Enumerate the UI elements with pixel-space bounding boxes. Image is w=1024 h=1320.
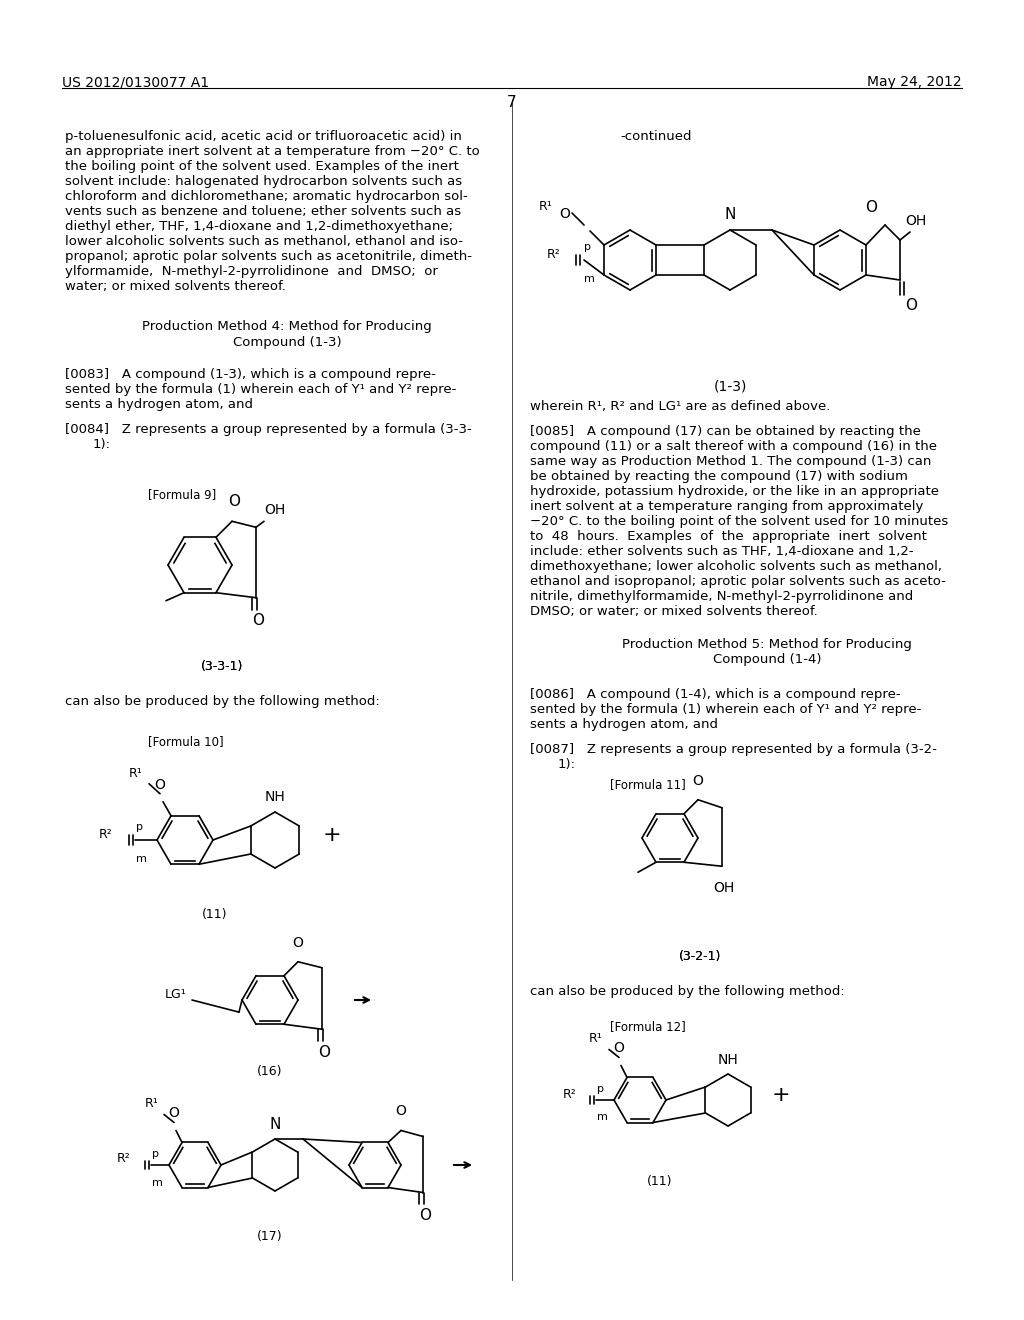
Text: chloroform and dichloromethane; aromatic hydrocarbon sol-: chloroform and dichloromethane; aromatic… (65, 190, 468, 203)
Text: [Formula 9]: [Formula 9] (148, 488, 216, 502)
Text: O: O (559, 207, 570, 220)
Text: p-toluenesulfonic acid, acetic acid or trifluoroacetic acid) in: p-toluenesulfonic acid, acetic acid or t… (65, 129, 462, 143)
Text: OH: OH (905, 214, 927, 228)
Text: dimethoxyethane; lower alcoholic solvents such as methanol,: dimethoxyethane; lower alcoholic solvent… (530, 560, 942, 573)
Text: ethanol and isopropanol; aprotic polar solvents such as aceto-: ethanol and isopropanol; aprotic polar s… (530, 576, 946, 587)
Text: compound (11) or a salt thereof with a compound (16) in the: compound (11) or a salt thereof with a c… (530, 440, 937, 453)
Text: R²: R² (99, 828, 113, 841)
Text: O: O (613, 1041, 625, 1056)
Text: N: N (724, 207, 735, 222)
Text: p: p (136, 822, 143, 832)
Text: propanol; aprotic polar solvents such as acetonitrile, dimeth-: propanol; aprotic polar solvents such as… (65, 249, 472, 263)
Text: O: O (228, 494, 240, 510)
Text: p: p (584, 242, 591, 252)
Text: NH: NH (264, 789, 286, 804)
Text: +: + (772, 1085, 791, 1105)
Text: R¹: R¹ (539, 201, 552, 213)
Text: Production Method 5: Method for Producing: Production Method 5: Method for Producin… (622, 638, 912, 651)
Text: [0086]   A compound (1-4), which is a compound repre-: [0086] A compound (1-4), which is a comp… (530, 688, 901, 701)
Text: R²: R² (118, 1152, 131, 1166)
Text: [Formula 10]: [Formula 10] (148, 735, 223, 748)
Text: R²: R² (562, 1088, 575, 1101)
Text: wherein R¹, R² and LG¹ are as defined above.: wherein R¹, R² and LG¹ are as defined ab… (530, 400, 830, 413)
Text: [Formula 11]: [Formula 11] (610, 777, 686, 791)
Text: O: O (395, 1105, 407, 1118)
Text: m: m (584, 275, 595, 284)
Text: (16): (16) (257, 1065, 283, 1078)
Text: water; or mixed solvents thereof.: water; or mixed solvents thereof. (65, 280, 286, 293)
Text: O: O (692, 774, 703, 788)
Text: LG¹: LG¹ (165, 989, 187, 1002)
Text: m: m (136, 854, 146, 865)
Text: can also be produced by the following method:: can also be produced by the following me… (65, 696, 380, 708)
Text: (11): (11) (647, 1175, 673, 1188)
Text: to  48  hours.  Examples  of  the  appropriate  inert  solvent: to 48 hours. Examples of the appropriate… (530, 531, 927, 543)
Text: lower alcoholic solvents such as methanol, ethanol and iso-: lower alcoholic solvents such as methano… (65, 235, 463, 248)
Text: (3-3-1): (3-3-1) (201, 660, 243, 673)
Text: vents such as benzene and toluene; ether solvents such as: vents such as benzene and toluene; ether… (65, 205, 461, 218)
Text: include: ether solvents such as THF, 1,4-dioxane and 1,2-: include: ether solvents such as THF, 1,4… (530, 545, 913, 558)
Text: US 2012/0130077 A1: US 2012/0130077 A1 (62, 75, 209, 88)
Text: O: O (293, 936, 303, 950)
Text: be obtained by reacting the compound (17) with sodium: be obtained by reacting the compound (17… (530, 470, 908, 483)
Text: O: O (169, 1106, 179, 1121)
Text: an appropriate inert solvent at a temperature from −20° C. to: an appropriate inert solvent at a temper… (65, 145, 480, 158)
Text: 1):: 1): (558, 758, 575, 771)
Text: [0083]   A compound (1-3), which is a compound repre-: [0083] A compound (1-3), which is a comp… (65, 368, 436, 381)
Text: Compound (1-3): Compound (1-3) (232, 337, 341, 348)
Text: Compound (1-4): Compound (1-4) (713, 653, 821, 667)
Text: R¹: R¹ (129, 767, 143, 780)
Text: −20° C. to the boiling point of the solvent used for 10 minutes: −20° C. to the boiling point of the solv… (530, 515, 948, 528)
Text: O: O (905, 298, 918, 313)
Text: same way as Production Method 1. The compound (1-3) can: same way as Production Method 1. The com… (530, 455, 932, 469)
Text: sented by the formula (1) wherein each of Y¹ and Y² repre-: sented by the formula (1) wherein each o… (65, 383, 457, 396)
Text: DMSO; or water; or mixed solvents thereof.: DMSO; or water; or mixed solvents thereo… (530, 605, 818, 618)
Text: (3-3-1): (3-3-1) (201, 660, 243, 673)
Text: m: m (152, 1177, 163, 1188)
Text: +: + (323, 825, 342, 845)
Text: (11): (11) (203, 908, 227, 921)
Text: can also be produced by the following method:: can also be produced by the following me… (530, 985, 845, 998)
Text: OH: OH (714, 882, 734, 895)
Text: diethyl ether, THF, 1,4-dioxane and 1,2-dimethoxyethane;: diethyl ether, THF, 1,4-dioxane and 1,2-… (65, 220, 453, 234)
Text: p: p (152, 1148, 159, 1159)
Text: O: O (318, 1045, 330, 1060)
Text: [Formula 12]: [Formula 12] (610, 1020, 686, 1034)
Text: NH: NH (718, 1053, 738, 1067)
Text: sents a hydrogen atom, and: sents a hydrogen atom, and (65, 399, 253, 411)
Text: -continued: -continued (620, 129, 691, 143)
Text: May 24, 2012: May 24, 2012 (867, 75, 962, 88)
Text: (1-3): (1-3) (714, 380, 746, 393)
Text: solvent include: halogenated hydrocarbon solvents such as: solvent include: halogenated hydrocarbon… (65, 176, 462, 187)
Text: O: O (419, 1208, 431, 1222)
Text: the boiling point of the solvent used. Examples of the inert: the boiling point of the solvent used. E… (65, 160, 459, 173)
Text: [0084]   Z represents a group represented by a formula (3-3-: [0084] Z represents a group represented … (65, 422, 472, 436)
Text: R¹: R¹ (589, 1032, 603, 1045)
Text: ylformamide,  N-methyl-2-pyrrolidinone  and  DMSO;  or: ylformamide, N-methyl-2-pyrrolidinone an… (65, 265, 438, 279)
Text: sents a hydrogen atom, and: sents a hydrogen atom, and (530, 718, 718, 731)
Text: [0085]   A compound (17) can be obtained by reacting the: [0085] A compound (17) can be obtained b… (530, 425, 921, 438)
Text: sented by the formula (1) wherein each of Y¹ and Y² repre-: sented by the formula (1) wherein each o… (530, 704, 922, 715)
Text: O: O (252, 612, 264, 628)
Text: OH: OH (264, 503, 286, 517)
Text: nitrile, dimethylformamide, N-methyl-2-pyrrolidinone and: nitrile, dimethylformamide, N-methyl-2-p… (530, 590, 913, 603)
Text: p: p (597, 1084, 604, 1094)
Text: 7: 7 (507, 95, 517, 110)
Text: m: m (597, 1111, 608, 1122)
Text: O: O (865, 201, 877, 215)
Text: (3-2-1): (3-2-1) (679, 950, 721, 964)
Text: hydroxide, potassium hydroxide, or the like in an appropriate: hydroxide, potassium hydroxide, or the l… (530, 484, 939, 498)
Text: 1):: 1): (93, 438, 111, 451)
Text: [0087]   Z represents a group represented by a formula (3-2-: [0087] Z represents a group represented … (530, 743, 937, 756)
Text: R¹: R¹ (144, 1097, 158, 1110)
Text: inert solvent at a temperature ranging from approximately: inert solvent at a temperature ranging f… (530, 500, 924, 513)
Text: N: N (269, 1117, 281, 1133)
Text: Production Method 4: Method for Producing: Production Method 4: Method for Producin… (142, 319, 432, 333)
Text: (3-2-1): (3-2-1) (679, 950, 721, 964)
Text: (17): (17) (257, 1230, 283, 1243)
Text: O: O (155, 777, 166, 792)
Text: R²: R² (546, 248, 560, 260)
